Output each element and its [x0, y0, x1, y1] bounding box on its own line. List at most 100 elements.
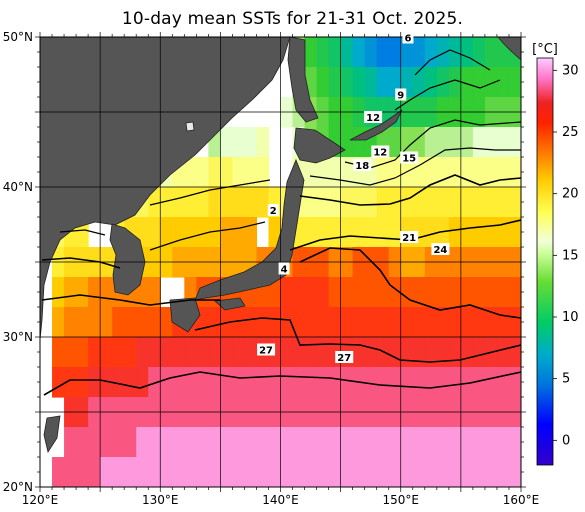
sst-cell — [508, 337, 521, 368]
sst-cell — [208, 157, 221, 188]
sst-cell — [388, 277, 402, 308]
sst-cell — [328, 187, 342, 218]
isotherm-27 — [194, 317, 521, 363]
sst-cell — [196, 187, 209, 218]
sst-cell — [172, 187, 185, 218]
sst-cell — [172, 337, 185, 368]
sst-cell — [448, 67, 462, 98]
sst-cell — [196, 427, 209, 458]
sst-cell — [316, 37, 330, 68]
colorbar-unit: [°C] — [532, 42, 558, 57]
sst-cell — [340, 307, 354, 338]
sst-cell — [448, 217, 462, 248]
sst-cell — [244, 427, 258, 458]
sst-cell — [412, 457, 426, 487]
lon-tick-label: 130°E — [142, 493, 179, 507]
svg-text:21: 21 — [402, 233, 416, 244]
sst-cell — [388, 307, 402, 338]
colorbar-tick-label: 15 — [562, 248, 579, 263]
colorbar-tick-label: 0 — [562, 433, 570, 448]
sst-cell — [472, 37, 486, 68]
sst-cell — [508, 307, 521, 338]
land-mass — [40, 37, 521, 454]
sst-cell — [352, 427, 366, 458]
sst-cell — [352, 277, 366, 308]
sst-cell — [220, 187, 233, 218]
sst-cell — [412, 157, 426, 188]
sst-cell — [88, 277, 101, 308]
sst-cell — [460, 187, 474, 218]
sst-cell — [436, 307, 450, 338]
sst-cell — [316, 457, 330, 487]
sst-cell — [460, 307, 474, 338]
sst-cell — [340, 367, 354, 398]
lat-lon-grid — [35, 32, 526, 492]
sst-cell — [304, 277, 318, 308]
sst-cell — [460, 127, 474, 158]
sst-cell — [196, 367, 209, 398]
sst-cell — [340, 457, 354, 487]
sst-cell — [376, 187, 390, 218]
sst-cell — [280, 277, 294, 308]
sst-cell — [316, 337, 330, 368]
svg-text:24: 24 — [433, 245, 447, 256]
sst-cell — [412, 367, 426, 398]
sst-cell — [484, 127, 498, 158]
sst-cell — [256, 427, 270, 458]
sst-cell — [496, 127, 510, 158]
sst-cell — [304, 337, 318, 368]
sst-cell — [244, 367, 258, 398]
sst-cell — [496, 277, 510, 308]
sst-cell — [496, 337, 510, 368]
sst-cell — [100, 427, 113, 458]
sst-cell — [316, 187, 330, 218]
sst-cell — [352, 457, 366, 487]
sst-cell — [508, 157, 521, 188]
sst-cell — [460, 367, 474, 398]
sst-cell — [124, 337, 137, 368]
sst-cell — [328, 277, 342, 308]
sst-cell — [376, 367, 390, 398]
isotherm-24-east — [299, 247, 521, 319]
svg-text:15: 15 — [402, 154, 416, 165]
isotherm-label: 15 — [400, 151, 419, 165]
sst-cell — [124, 457, 137, 487]
sst-cell — [412, 427, 426, 458]
sst-cell — [388, 337, 402, 368]
sst-cell — [100, 367, 113, 398]
svg-text:4: 4 — [281, 265, 288, 276]
sst-cell — [328, 217, 342, 248]
honshu — [194, 158, 305, 301]
sst-cell — [208, 307, 221, 338]
sst-cell — [472, 217, 486, 248]
isotherm-label: 12 — [371, 145, 390, 159]
sst-cell — [484, 307, 498, 338]
sst-cell — [232, 367, 246, 398]
sst-cell — [136, 307, 149, 338]
sst-cell — [340, 157, 354, 188]
sst-cell — [364, 337, 378, 368]
sst-cell — [424, 187, 438, 218]
sst-cell — [64, 427, 77, 458]
sst-cell — [184, 367, 197, 398]
sst-cell — [196, 157, 209, 188]
sst-cell — [448, 157, 462, 188]
sst-cell — [328, 367, 342, 398]
sst-cell — [508, 187, 521, 218]
sst-cell — [484, 37, 498, 68]
isotherm-label: 6 — [402, 31, 414, 45]
sst-cell — [52, 367, 65, 398]
longitude-labels: 120°E 130°E 140°E 150°E 160°E — [22, 493, 540, 507]
sst-cell — [364, 367, 378, 398]
sst-cell — [400, 367, 414, 398]
sst-cell — [472, 127, 486, 158]
sst-cell — [100, 457, 113, 487]
sst-cell — [424, 427, 438, 458]
sst-cell — [496, 367, 510, 398]
sst-cell — [496, 67, 510, 98]
sst-cell — [472, 187, 486, 218]
sst-cell — [376, 307, 390, 338]
sst-cell — [268, 277, 282, 308]
sst-cell — [184, 457, 197, 487]
